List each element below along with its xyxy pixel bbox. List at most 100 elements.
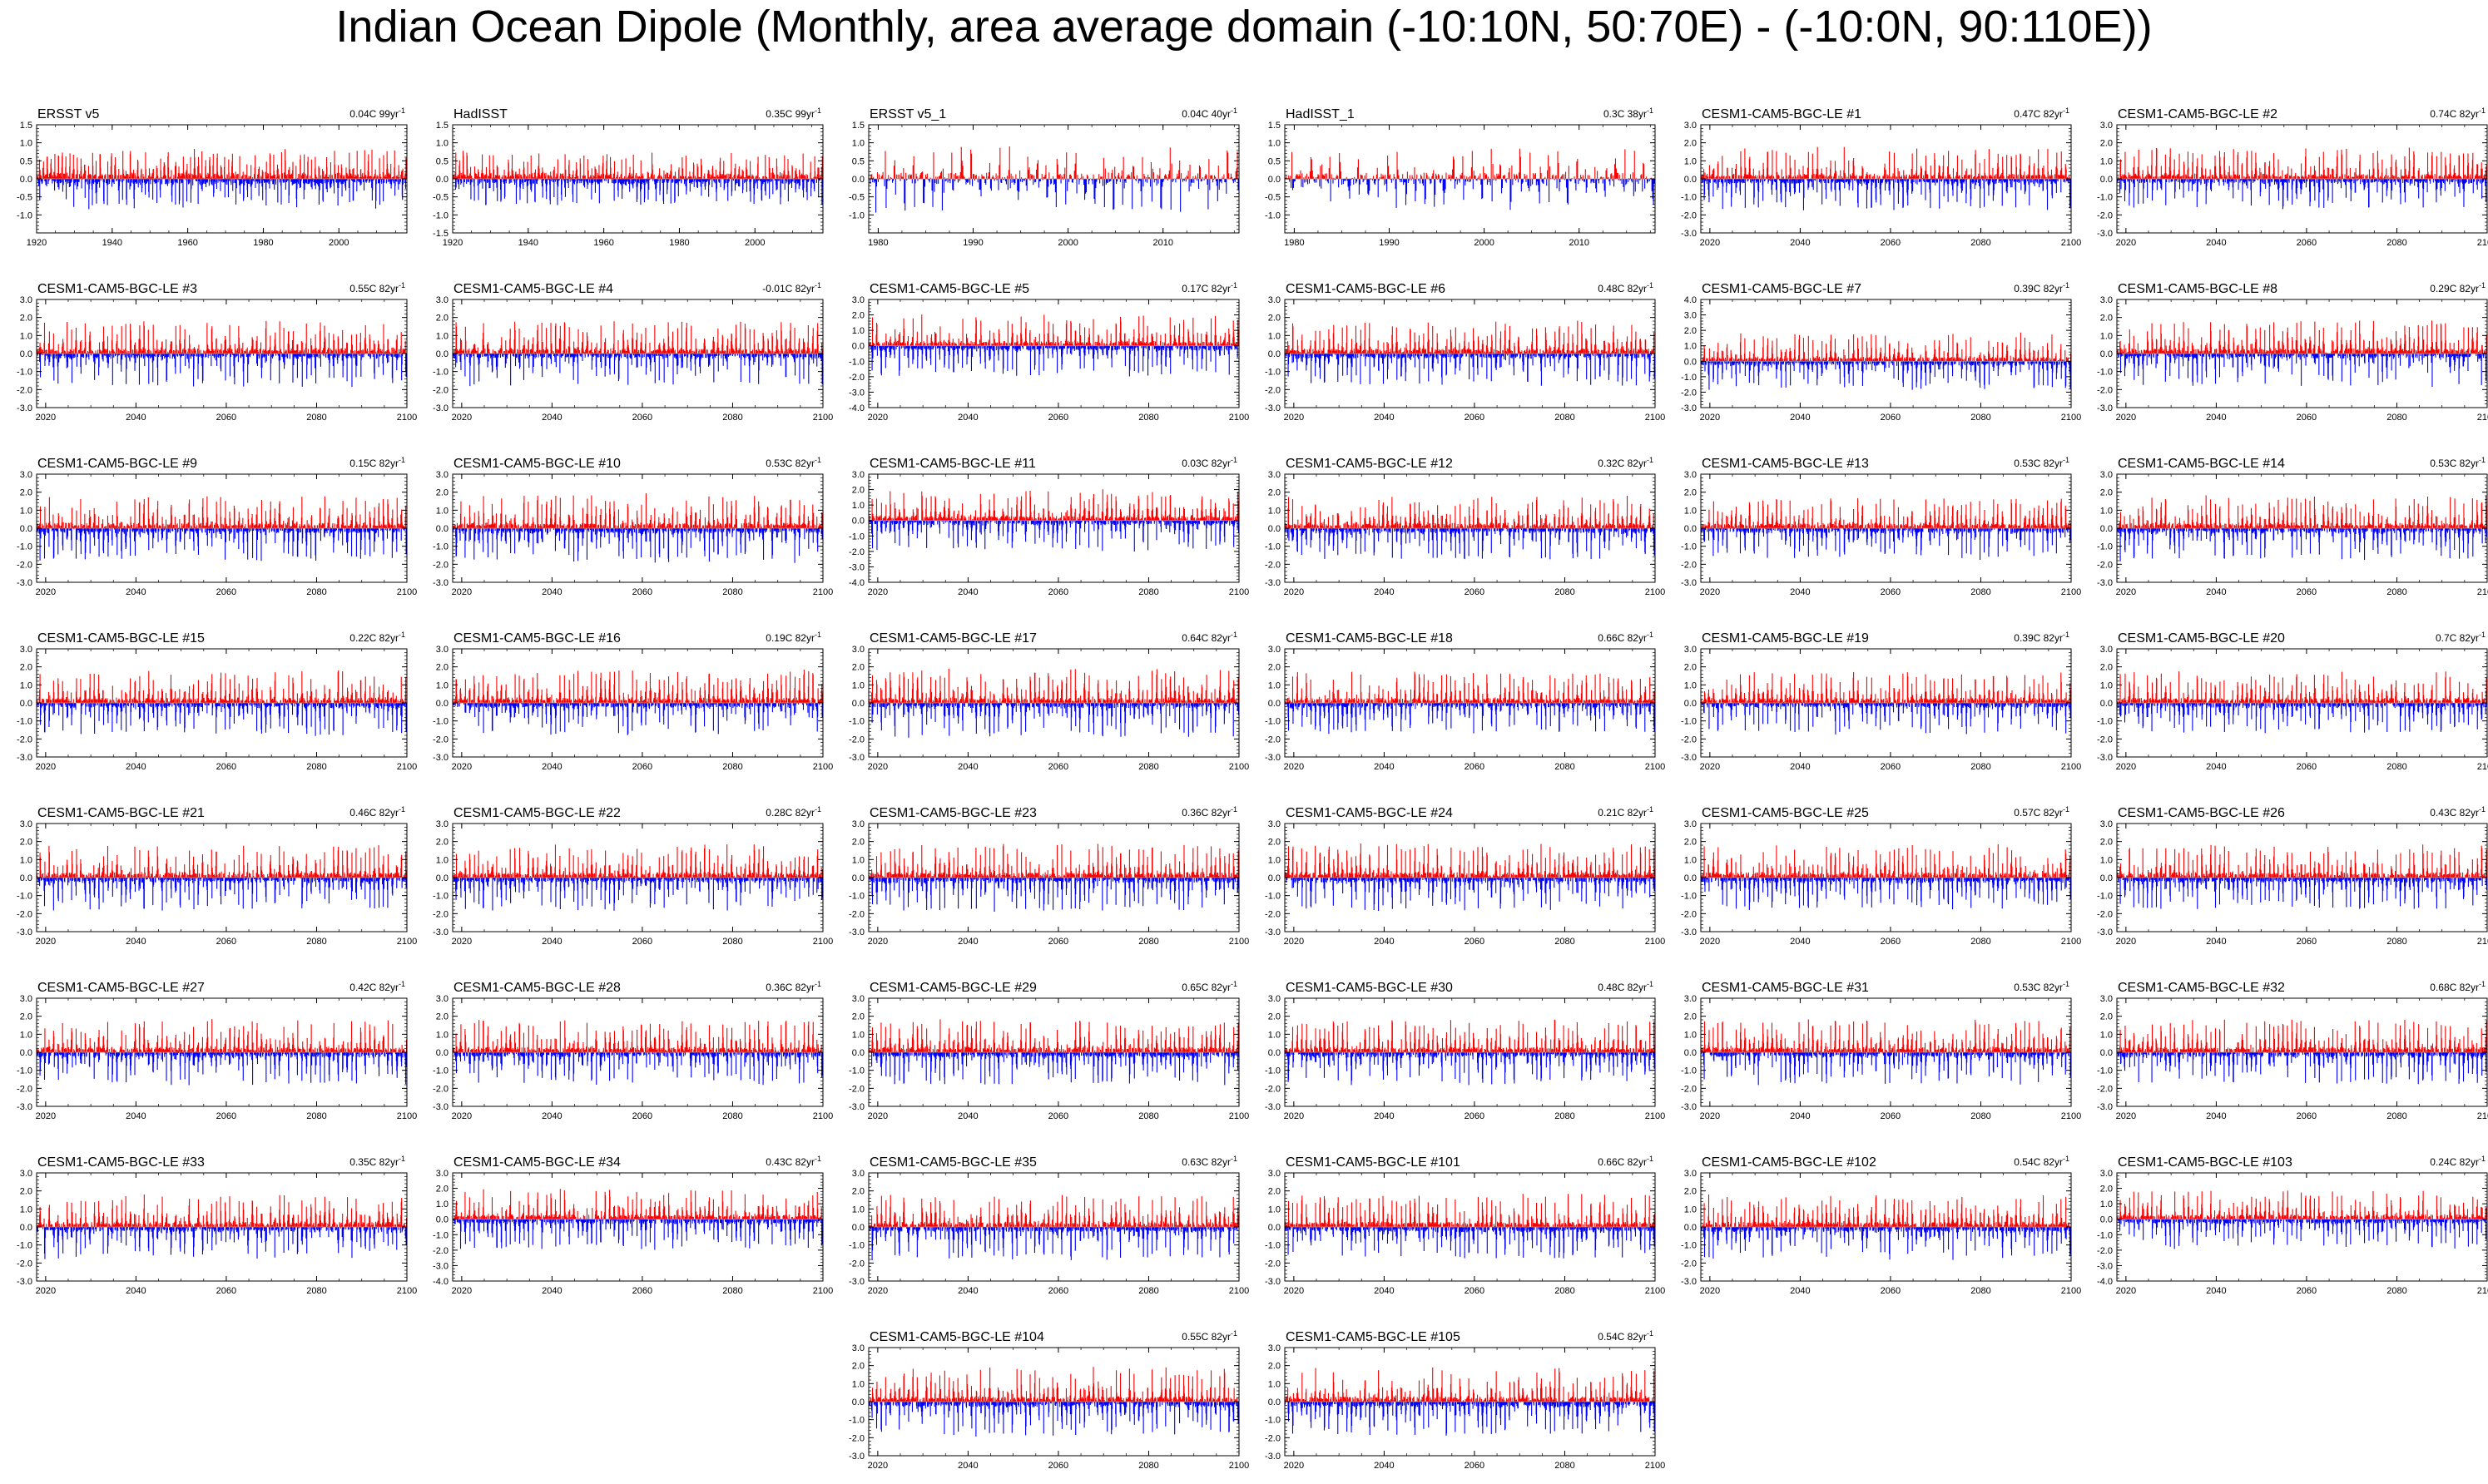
x-tick-label: 2100	[2061, 238, 2081, 248]
positive-anomaly-bars	[452, 1020, 822, 1052]
negative-anomaly-bars	[37, 354, 408, 387]
x-tick-label: 1940	[518, 238, 538, 248]
x-tick-label: 2100	[813, 413, 833, 423]
y-tick-label: 1.0	[2100, 855, 2113, 865]
x-tick-label: 2080	[1138, 587, 1158, 597]
ensemble-panel: CESM1-CAM5-BGC-LE #6 0.48C 82yr-1 -3.0 -2.0…	[1265, 281, 1665, 423]
x-tick-label: 2100	[1229, 1111, 1249, 1121]
ensemble-panel: CESM1-CAM5-BGC-LE #16 0.19C 82yr-1 -3.0 -2.…	[433, 631, 833, 772]
positive-anomaly-bars	[868, 843, 1239, 878]
y-tick-label: -2.0	[1265, 560, 1281, 570]
trend-label: 0.32C 82yr-1	[1598, 456, 1653, 469]
y-tick-label: 0.0	[2100, 524, 2113, 534]
y-tick-label: 0.5	[852, 156, 865, 166]
x-tick-label: 1980	[868, 238, 888, 248]
y-tick-label: 1.0	[852, 326, 865, 336]
y-tick-label: 0.0	[20, 873, 32, 883]
y-tick-label: 2.0	[1684, 663, 1697, 673]
ensemble-panel: CESM1-CAM5-BGC-LE #18 0.66C 82yr-1 -3.0 -2.…	[1265, 631, 1665, 772]
x-tick-label: 2080	[722, 1111, 742, 1121]
ensemble-panel: HadISST_1 0.3C 38yr-1 -1.0 -0.5 0.0 0.5 1.0 1.5…	[1265, 106, 1656, 248]
ensemble-panel: CESM1-CAM5-BGC-LE #23 0.36C 82yr-1 -3.0 -2.…	[849, 805, 1249, 947]
y-tick-label: 0.0	[1684, 175, 1697, 185]
y-tick-label: -2.0	[1265, 385, 1281, 395]
ensemble-panel: CESM1-CAM5-BGC-LE #20 0.7C 82yr-1 -3.0 -2.0…	[2097, 631, 2488, 772]
x-tick-label: 2040	[126, 1111, 146, 1121]
negative-anomaly-bars	[1701, 179, 2072, 210]
positive-anomaly-bars	[36, 496, 407, 528]
x-tick-label: 2060	[1465, 413, 1484, 423]
x-tick-label: 2040	[542, 413, 562, 423]
x-tick-label: 2100	[1645, 587, 1665, 597]
y-tick-label: -3.0	[1681, 403, 1697, 413]
x-tick-label: 2060	[632, 587, 652, 597]
y-tick-label: 0.0	[2100, 699, 2113, 709]
trend-label: 0.42C 82yr-1	[349, 980, 405, 993]
x-tick-label: 2080	[1554, 587, 1574, 597]
y-tick-label: 3.0	[20, 645, 32, 655]
x-tick-label: 2010	[1152, 238, 1172, 248]
trend-label: 0.7C 82yr-1	[2436, 631, 2486, 644]
panel-title: CESM1-CAM5-BGC-LE #4	[453, 282, 613, 296]
y-tick-label: -1.0	[17, 542, 32, 552]
negative-anomaly-bars	[1700, 528, 2071, 560]
x-tick-label: 2080	[722, 587, 742, 597]
panel-title: ERSST v5	[37, 107, 100, 121]
ensemble-panel: CESM1-CAM5-BGC-LE #8 0.29C 82yr-1 -3.0 -2.0…	[2097, 281, 2488, 423]
y-tick-label: 1.0	[1268, 680, 1281, 690]
y-tick-label: 1.0	[2100, 680, 2113, 690]
x-tick-label: 2040	[1374, 1111, 1394, 1121]
y-tick-label: -2.0	[849, 909, 865, 919]
positive-anomaly-bars	[452, 844, 824, 878]
trend-label: 0.53C 82yr-1	[2430, 456, 2486, 469]
ensemble-panel: CESM1-CAM5-BGC-LE #10 0.53C 82yr-1 -3.0 -2.…	[433, 456, 833, 597]
x-tick-label: 2100	[2061, 1111, 2081, 1121]
y-tick-label: -1.0	[1265, 1066, 1281, 1076]
panel-title: CESM1-CAM5-BGC-LE #31	[1702, 981, 1869, 995]
y-tick-label: 0.0	[1268, 699, 1281, 709]
y-tick-label: 3.0	[1684, 819, 1697, 829]
panel-title: CESM1-CAM5-BGC-LE #16	[453, 631, 621, 646]
y-tick-label: 3.0	[20, 994, 32, 1004]
x-tick-label: 2040	[2206, 937, 2226, 947]
y-tick-label: 3.0	[852, 470, 865, 480]
y-tick-label: -1.0	[849, 717, 865, 727]
x-tick-label: 2020	[452, 587, 472, 597]
x-tick-label: 2020	[1284, 762, 1304, 772]
x-tick-label: 2080	[306, 587, 326, 597]
y-tick-label: -1.0	[1681, 542, 1697, 552]
y-tick-label: -0.5	[1265, 193, 1281, 203]
y-tick-label: -2.0	[433, 385, 449, 395]
y-tick-label: -2.0	[17, 1084, 32, 1094]
x-tick-label: 2020	[36, 587, 56, 597]
positive-anomaly-bars	[1284, 320, 1655, 354]
x-tick-label: 2080	[2386, 238, 2406, 248]
panel-title: CESM1-CAM5-BGC-LE #7	[1702, 282, 1861, 296]
x-tick-label: 1980	[1284, 238, 1304, 248]
trend-label: 0.48C 82yr-1	[1598, 980, 1653, 993]
y-tick-label: -3.0	[2097, 403, 2113, 413]
y-tick-label: -3.0	[17, 403, 32, 413]
y-tick-label: 1.0	[852, 501, 865, 511]
x-tick-label: 2040	[126, 587, 146, 597]
y-tick-label: -1.0	[17, 892, 32, 902]
x-tick-label: 2100	[1645, 762, 1665, 772]
x-tick-label: 2060	[2297, 762, 2317, 772]
x-tick-label: 2020	[36, 1111, 56, 1121]
trend-label: 0.47C 82yr-1	[2014, 106, 2069, 120]
y-tick-label: -1.0	[1265, 717, 1281, 727]
x-tick-label: 2020	[868, 1111, 888, 1121]
positive-anomaly-bars	[2116, 320, 2488, 354]
negative-anomaly-bars	[868, 520, 1240, 552]
negative-anomaly-bars	[2116, 354, 2487, 388]
positive-anomaly-bars	[2116, 147, 2488, 179]
x-tick-label: 2080	[1970, 238, 1990, 248]
y-tick-label: 0.0	[1684, 699, 1697, 709]
y-tick-label: -1.0	[1265, 210, 1281, 220]
y-tick-label: -1.0	[433, 1066, 449, 1076]
y-tick-label: 3.0	[1268, 295, 1281, 305]
x-tick-label: 2060	[1881, 587, 1901, 597]
y-tick-label: 2.0	[1684, 326, 1697, 336]
y-tick-label: 1.0	[436, 139, 449, 149]
x-tick-label: 2060	[632, 937, 652, 947]
